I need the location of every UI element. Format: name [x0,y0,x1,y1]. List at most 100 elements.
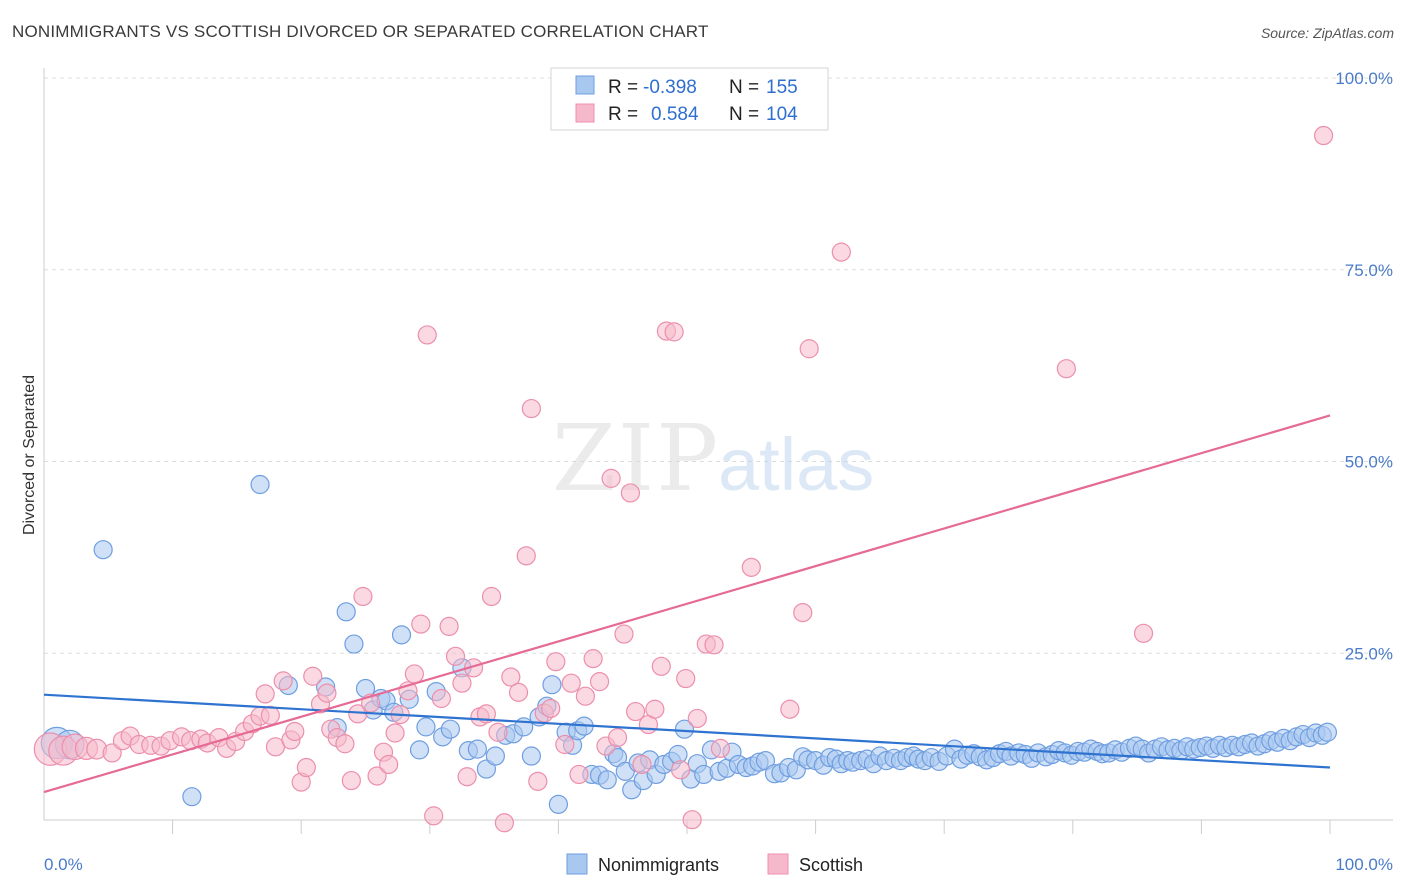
nonimmigrants-point-26 [485,746,505,766]
scottish-point-79 [620,483,641,503]
nonimmigrants-point-65 [755,751,776,771]
y-tick-label-2: 50.0% [1345,453,1393,472]
scottish-point-92 [704,635,724,655]
scottish-point-96 [793,602,813,623]
scottish-point-68 [546,652,566,672]
x-tick-label-1: 100.0% [1335,855,1393,874]
series-scottish-points [33,125,1334,833]
scottish-point-71 [569,764,589,785]
trend-lines [43,414,1331,794]
scottish-point-94 [741,557,761,577]
nonimmigrants-point-151 [1317,722,1338,742]
chart-source: Source: ZipAtlas.com [1260,25,1394,41]
nonimmigrants-point-4 [250,474,270,495]
scottish-point-42 [379,754,399,775]
x-tick-label-0: 0.0% [44,855,83,874]
scottish-point-86 [664,322,684,342]
nonimmigrants-point-15 [391,625,412,645]
nonimmigrants-point-17 [409,740,430,760]
scottish-point-54 [457,767,477,787]
scottish-point-27 [285,721,305,742]
legend-n-value-1: 104 [766,104,798,125]
scottish-point-73 [583,649,603,669]
scottish-point-52 [445,646,466,666]
scottish-point-83 [645,699,665,719]
scottish-point-72 [575,686,596,706]
legend-n-label-1: N = [729,104,759,125]
scottish-point-101 [1313,125,1334,146]
scottish-point-88 [676,668,696,689]
legend-n-value-0: 155 [766,77,798,98]
legend-r-label-1: R = [608,104,638,125]
scottish-point-57 [476,704,496,724]
nonimmigrants-point-56 [694,764,714,785]
nonimmigrants-point-21 [440,719,460,739]
scottish-point-70 [561,673,581,693]
scottish-point-99 [1056,359,1076,379]
scottish-point-50 [431,688,451,709]
nonimmigrants-point-53 [674,719,695,739]
legend-r-value-0: -0.398 [643,77,697,98]
nonimmigrants-point-8 [336,602,356,622]
scottish-point-97 [799,339,819,359]
nonimmigrants-point-25 [476,759,496,779]
y-tick-label-1: 75.0% [1345,261,1393,280]
y-tick-label-3: 25.0% [1345,644,1393,663]
nonimmigrants-point-9 [344,634,364,654]
scottish-point-74 [589,672,610,692]
x-tick-labels: 0.0% 100.0% [44,855,1393,874]
scottish-point-60 [494,813,514,833]
x-tick-marks [172,820,1331,834]
scottish-point-43 [385,723,405,743]
watermark-atlas: atlas [718,423,874,506]
scottish-point-95 [780,699,800,719]
scottish-point-23 [260,705,280,725]
scottish-point-58 [481,586,502,607]
bottom-legend-swatch-nonimmigrants [566,853,588,875]
nonimmigrants-point-18 [416,717,436,737]
scottish-point-77 [607,728,628,748]
scottish-point-22 [255,684,275,704]
scottish-point-48 [417,325,437,345]
scottish-point-78 [614,624,634,644]
scottish-point-80 [625,701,646,722]
nonimmigrants-point-24 [467,739,487,759]
scottish-point-36 [341,770,361,791]
scottish-point-5 [102,743,122,763]
scottish-point-65 [528,771,548,791]
scottish-point-62 [508,682,529,702]
scottish-point-47 [411,614,431,634]
scottish-point-69 [555,734,575,755]
series-nonimmigrants-points [40,474,1338,814]
scottish-point-46 [404,664,424,684]
nonimmigrants-point-34 [548,794,569,814]
scottish-point-49 [424,806,444,826]
nonimmigrants-point-33 [542,675,562,695]
scottish-point-30 [303,666,323,686]
scottish-point-81 [632,754,652,775]
bottom-legend-label-scottish: Scottish [799,855,863,875]
scottish-point-84 [651,656,671,676]
scottish-point-90 [687,708,707,729]
scottish-trend-line [43,414,1331,794]
y-tick-labels: 100.0% 75.0% 50.0% 25.0% [1335,69,1393,663]
scottish-point-38 [353,586,373,607]
legend-r-value-1: 0.584 [651,104,699,125]
legend-n-label-0: N = [729,77,759,98]
bottom-legend: Nonimmigrants Scottish [566,853,863,875]
chart-title: NONIMMIGRANTS VS SCOTTISH DIVORCED OR SE… [12,22,709,41]
scottish-point-25 [273,671,293,691]
scottish-point-64 [521,398,541,419]
nonimmigrants-point-30 [521,746,541,766]
scottish-point-63 [516,546,536,566]
scottish-point-89 [682,810,702,830]
scottish-point-59 [488,722,508,742]
scottish-point-87 [670,760,691,780]
scottish-point-100 [1133,623,1154,643]
scottish-point-29 [296,757,316,778]
nonimmigrants-trend-line [43,693,1331,769]
scottish-point-53 [452,673,472,693]
scottish-point-61 [501,667,521,687]
bottom-legend-label-nonimmigrants: Nonimmigrants [598,855,719,875]
